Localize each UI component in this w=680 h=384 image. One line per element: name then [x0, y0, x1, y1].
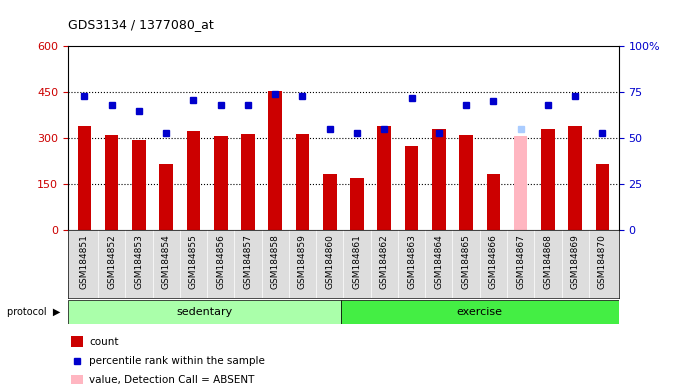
Text: GSM184857: GSM184857	[243, 234, 252, 289]
Text: GSM184866: GSM184866	[489, 234, 498, 289]
Text: GSM184860: GSM184860	[325, 234, 335, 289]
Bar	[105, 135, 118, 230]
Text: GSM184851: GSM184851	[80, 234, 89, 289]
Text: sedentary: sedentary	[176, 307, 233, 317]
Bar	[341, 300, 619, 324]
Bar	[432, 129, 445, 230]
Text: GSM184859: GSM184859	[298, 234, 307, 289]
Bar	[241, 134, 255, 230]
Text: GSM184854: GSM184854	[162, 234, 171, 288]
Bar	[377, 126, 391, 230]
Text: percentile rank within the sample: percentile rank within the sample	[89, 356, 265, 366]
Text: value, Detection Call = ABSENT: value, Detection Call = ABSENT	[89, 375, 254, 384]
Text: GSM184868: GSM184868	[543, 234, 552, 289]
Text: GSM184863: GSM184863	[407, 234, 416, 289]
Text: count: count	[89, 337, 118, 347]
Bar	[214, 136, 228, 230]
Bar	[296, 134, 309, 230]
Bar	[487, 174, 500, 230]
Bar	[159, 164, 173, 230]
Bar	[71, 336, 83, 347]
Text: GSM184862: GSM184862	[380, 234, 389, 288]
Text: GSM184852: GSM184852	[107, 234, 116, 288]
Bar	[186, 131, 200, 230]
Bar	[68, 300, 341, 324]
Text: GSM184869: GSM184869	[571, 234, 579, 289]
Bar	[350, 178, 364, 230]
Bar	[459, 135, 473, 230]
Bar	[269, 91, 282, 230]
Text: GSM184867: GSM184867	[516, 234, 525, 289]
Bar	[405, 146, 418, 230]
Text: GSM184858: GSM184858	[271, 234, 279, 289]
Bar	[71, 375, 83, 384]
Text: GSM184856: GSM184856	[216, 234, 225, 289]
Text: protocol  ▶: protocol ▶	[7, 307, 60, 317]
Bar	[568, 126, 582, 230]
Text: GSM184861: GSM184861	[352, 234, 362, 289]
Bar	[323, 174, 337, 230]
Text: GSM184853: GSM184853	[135, 234, 143, 289]
Text: GSM184864: GSM184864	[435, 234, 443, 288]
Text: GSM184865: GSM184865	[462, 234, 471, 289]
Text: GSM184870: GSM184870	[598, 234, 607, 289]
Bar	[596, 164, 609, 230]
Bar	[541, 129, 555, 230]
Bar	[132, 140, 146, 230]
Text: exercise: exercise	[457, 307, 503, 317]
Bar	[514, 136, 528, 230]
Text: GSM184855: GSM184855	[189, 234, 198, 289]
Bar	[78, 126, 91, 230]
Text: GDS3134 / 1377080_at: GDS3134 / 1377080_at	[68, 18, 214, 31]
